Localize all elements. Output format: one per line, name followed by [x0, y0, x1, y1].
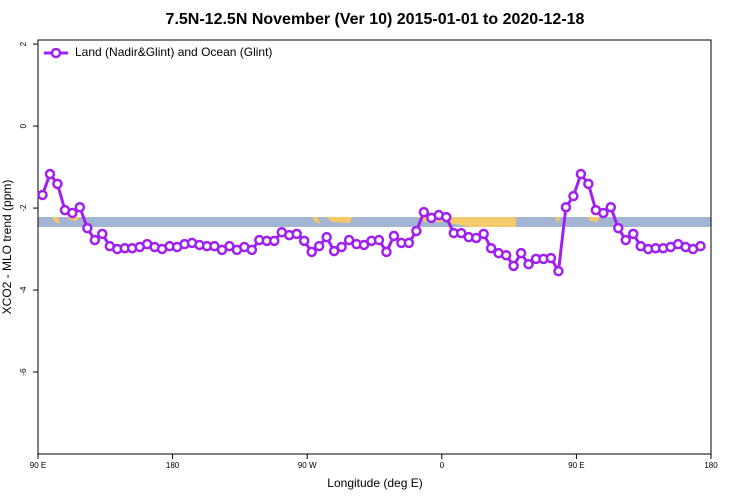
- data-point: [605, 201, 617, 213]
- legend-marker: [50, 47, 62, 59]
- data-point: [97, 228, 108, 240]
- data-point: [388, 230, 400, 242]
- data-point: [37, 189, 48, 201]
- data-point: [441, 211, 452, 223]
- x-axis-label: Longitude (deg E): [327, 476, 422, 490]
- data-point: [613, 222, 624, 234]
- data-point: [418, 206, 430, 218]
- x-tick-label: 180: [704, 461, 718, 470]
- land-patches: [52, 217, 600, 227]
- data-point: [373, 234, 385, 246]
- x-tick-label: 90 E: [30, 461, 46, 470]
- data-point: [411, 225, 422, 237]
- data-point: [44, 168, 56, 180]
- data-point: [575, 168, 587, 180]
- map-strip: [38, 217, 711, 227]
- data-point: [455, 227, 467, 239]
- data-point: [568, 190, 579, 202]
- data-point: [500, 249, 512, 261]
- data-point: [598, 207, 609, 219]
- data-point: [508, 260, 519, 272]
- data-point: [545, 252, 557, 264]
- data-point: [620, 234, 632, 246]
- data-point: [313, 240, 325, 252]
- data-point: [478, 228, 489, 240]
- data-point: [627, 228, 639, 240]
- data-point: [328, 245, 340, 257]
- data-point: [695, 240, 706, 252]
- data-point: [67, 207, 78, 219]
- y-axis-label: XCO2 - MLO trend (ppm): [0, 180, 14, 315]
- data-point: [306, 246, 317, 258]
- data-point: [470, 232, 482, 244]
- x-tick-label: 180: [166, 461, 180, 470]
- y-tick-label: -4: [19, 286, 28, 294]
- y-tick-label: -2: [19, 204, 28, 212]
- data-point: [358, 239, 370, 251]
- chart-title: 7.5N-12.5N November (Ver 10) 2015-01-01 …: [166, 11, 585, 28]
- data-point: [269, 235, 280, 247]
- data-point: [321, 231, 332, 243]
- data-point: [246, 244, 258, 256]
- plot-frame: [37, 39, 712, 455]
- legend-label: Land (Nadir&Glint) and Ocean (Glint): [75, 45, 272, 59]
- x-tick-label: 90 E: [568, 461, 584, 470]
- data-point: [403, 237, 415, 249]
- x-tick-label: 90 W: [298, 461, 317, 470]
- data-point: [515, 247, 527, 259]
- data-point: [381, 246, 392, 258]
- data-point: [336, 241, 347, 253]
- data-point: [82, 222, 93, 234]
- data-point: [583, 178, 594, 190]
- y-tick-label: 0: [19, 123, 28, 128]
- y-tick-label: -6: [19, 368, 28, 376]
- x-tick-label: 0: [440, 461, 445, 470]
- data-point: [553, 265, 564, 277]
- y-tick-label: 2: [19, 41, 28, 46]
- data-point: [52, 178, 63, 190]
- data-point: [74, 201, 86, 213]
- data-point: [523, 258, 534, 270]
- data-point: [343, 234, 355, 246]
- data-point: [89, 234, 101, 246]
- data-point: [560, 201, 572, 213]
- ocean-band: [38, 217, 711, 227]
- data-point: [291, 228, 302, 240]
- data-point: [485, 242, 497, 254]
- data-point: [298, 235, 310, 247]
